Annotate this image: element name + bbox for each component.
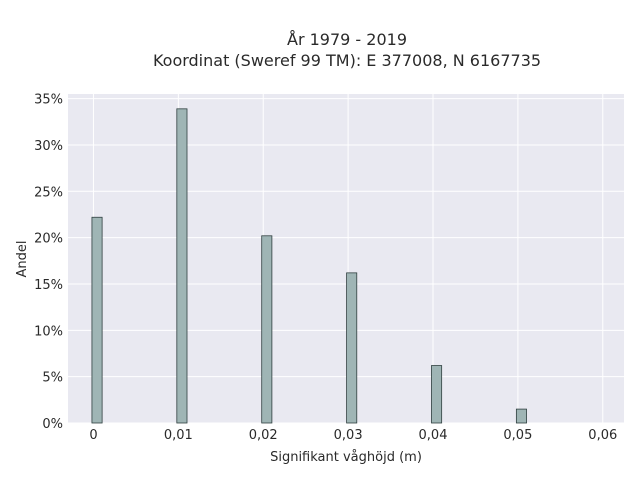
x-tick-label: 0,06 (588, 428, 617, 443)
chart-subtitle: Koordinat (Sweref 99 TM): E 377008, N 61… (153, 51, 541, 70)
bar (91, 216, 103, 424)
y-axis-label: Andel (15, 241, 30, 278)
y-tick-label: 10% (34, 324, 63, 339)
y-tick-label: 35% (34, 93, 63, 108)
x-axis-label: Signifikant våghöjd (m) (270, 450, 422, 465)
x-tick-label: 0,05 (503, 428, 532, 443)
gridlines (68, 94, 624, 424)
y-tick-label: 25% (34, 185, 63, 200)
x-tick-label: 0,02 (249, 428, 278, 443)
x-tick-label: 0,03 (334, 428, 363, 443)
bar (431, 365, 443, 424)
y-tick-label: 30% (34, 139, 63, 154)
bar (346, 272, 358, 424)
bars (91, 108, 527, 424)
bar (176, 108, 188, 424)
x-tick-label: 0,04 (419, 428, 448, 443)
y-tick-label: 0% (42, 417, 63, 432)
x-tick-label: 0 (89, 428, 97, 443)
plot-area (68, 94, 624, 423)
y-tick-label: 5% (42, 371, 63, 386)
bar (261, 235, 273, 424)
x-tick-label: 0,01 (164, 428, 193, 443)
y-tick-label: 20% (34, 232, 63, 247)
y-axis-ticks: 0% 5% 10% 15% 20% 25% 30% 35% (34, 93, 63, 432)
x-axis-ticks: 0 0,01 0,02 0,03 0,04 0,05 0,06 (89, 428, 617, 443)
bar (515, 408, 527, 424)
y-tick-label: 15% (34, 278, 63, 293)
chart-title: År 1979 - 2019 (287, 30, 407, 49)
